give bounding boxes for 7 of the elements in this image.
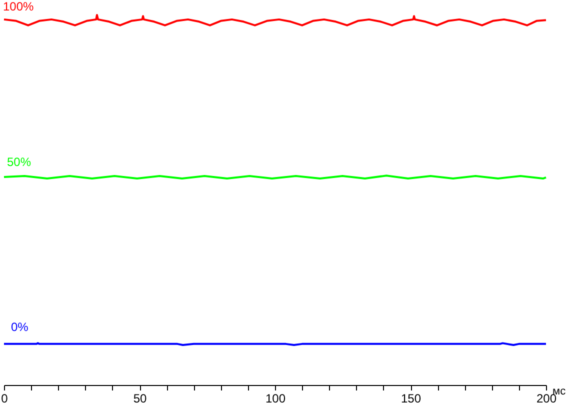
- series-label: 100%: [3, 0, 34, 14]
- x-tick-label: 50: [133, 392, 147, 406]
- series-label: 50%: [7, 155, 32, 170]
- x-tick-label: 0: [1, 392, 8, 406]
- series-label: 0%: [11, 320, 29, 334]
- x-tick-label: 100: [265, 392, 286, 406]
- x-tick-label: 150: [400, 392, 422, 406]
